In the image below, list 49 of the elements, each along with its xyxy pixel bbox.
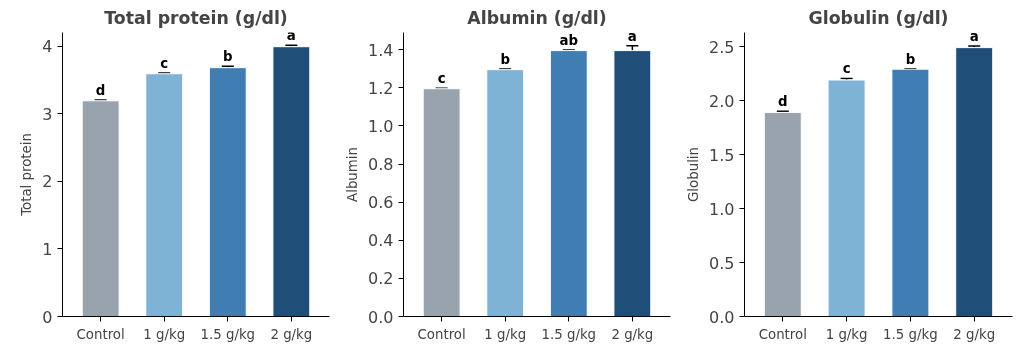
annotation: ab — [559, 33, 579, 49]
y-tick-label: 0.8 — [368, 155, 394, 175]
y-tick-label: 0.2 — [368, 269, 394, 289]
y-tick-label: 0.6 — [368, 193, 394, 213]
x-tick-label: 1.5 g/kg — [541, 326, 597, 342]
x-tick-label: 1 g/kg — [825, 326, 868, 342]
y-tick-label: 1 — [42, 239, 53, 259]
x-tick-label: 1.5 g/kg — [883, 326, 938, 342]
y-axis-title: Albumin — [345, 147, 361, 202]
y-axis-title: Total protein — [19, 133, 35, 217]
y-axis-title: Globulin — [686, 147, 702, 202]
y-tick-label: 4 — [42, 37, 53, 57]
annotation: c — [437, 71, 446, 87]
annotation: d — [778, 94, 788, 110]
x-tick-label: Control — [758, 326, 807, 342]
annotation: c — [160, 56, 169, 72]
chart-title: Globulin (g/dl) — [808, 7, 949, 28]
y-tick-label: 1.4 — [368, 40, 394, 60]
annotation: b — [905, 51, 916, 67]
y-tick-label: 1.0 — [709, 199, 735, 219]
y-tick-label: 0.0 — [368, 307, 394, 327]
chart-title: Albumin (g/dl) — [467, 7, 607, 28]
y-tick-label: 0.4 — [368, 231, 394, 251]
y-tick-label: 0 — [42, 307, 53, 327]
x-tick-label: 1 g/kg — [484, 326, 527, 342]
y-tick-label: 2.5 — [709, 37, 735, 57]
x-tick-label: Control — [76, 326, 125, 342]
y-tick-label: 1.0 — [368, 116, 394, 136]
x-tick-label: 1.5 g/kg — [200, 326, 256, 342]
y-tick-label: 0.5 — [709, 253, 735, 273]
annotation: a — [969, 29, 979, 44]
annotation: d — [95, 83, 106, 99]
annotation: b — [500, 52, 510, 68]
annotation: a — [286, 28, 296, 44]
x-tick-label: 2 g/kg — [953, 326, 996, 342]
x-tick-label: 1 g/kg — [143, 326, 186, 342]
annotation: b — [223, 49, 233, 65]
x-tick-label: 2 g/kg — [611, 326, 654, 342]
y-tick-label: 2.0 — [709, 91, 735, 111]
y-tick-label: 1.2 — [368, 78, 394, 98]
annotation: a — [627, 28, 637, 44]
x-tick-label: Control — [417, 326, 466, 342]
x-tick-label: 2 g/kg — [270, 326, 313, 342]
y-tick-label: 2 — [42, 172, 53, 192]
y-tick-label: 3 — [42, 104, 53, 124]
y-tick-label: 0.0 — [709, 307, 735, 327]
chart-title: Total protein (g/dl) — [104, 7, 288, 28]
annotation: c — [842, 61, 851, 77]
y-tick-label: 1.5 — [709, 145, 735, 165]
